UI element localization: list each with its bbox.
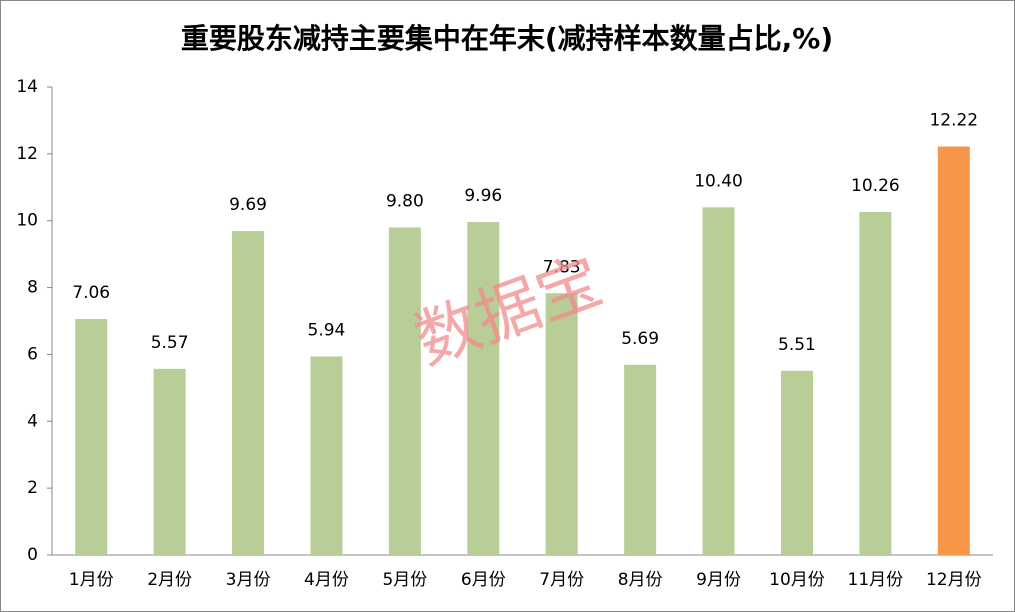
x-tick-label: 6月份 xyxy=(461,570,506,590)
x-tick-label: 1月份 xyxy=(69,570,114,590)
y-tick-label: 8 xyxy=(27,278,38,298)
bar xyxy=(859,212,892,555)
x-tick-label: 11月份 xyxy=(848,570,904,590)
bar xyxy=(780,370,813,555)
value-label: 10.26 xyxy=(851,176,900,196)
y-tick-label: 6 xyxy=(27,344,38,364)
value-label: 10.40 xyxy=(694,171,743,191)
bar xyxy=(153,368,186,555)
bar xyxy=(624,364,657,555)
x-tick-label: 3月份 xyxy=(226,570,271,590)
value-label: 9.69 xyxy=(229,195,267,215)
chart-title: 重要股东减持主要集中在年末(减持样本数量占比,%) xyxy=(181,22,833,55)
value-label: 12.22 xyxy=(929,111,978,131)
x-tick-label: 12月份 xyxy=(926,570,982,590)
x-tick-label: 5月份 xyxy=(382,570,427,590)
value-label: 5.69 xyxy=(621,329,659,349)
y-tick-label: 14 xyxy=(16,77,38,97)
y-tick-label: 12 xyxy=(16,144,38,164)
x-tick-label: 2月份 xyxy=(147,570,192,590)
value-label: 9.96 xyxy=(464,186,502,206)
bar xyxy=(232,231,265,555)
y-tick-label: 2 xyxy=(27,478,38,498)
bar xyxy=(545,293,578,555)
x-tick-label: 4月份 xyxy=(304,570,349,590)
value-label: 9.80 xyxy=(386,191,424,211)
value-label: 7.06 xyxy=(72,283,110,303)
x-tick-label: 10月份 xyxy=(769,570,825,590)
bar xyxy=(388,227,421,555)
bar xyxy=(310,356,343,555)
y-tick-label: 0 xyxy=(27,545,38,565)
value-label: 5.57 xyxy=(151,333,189,353)
value-label: 5.51 xyxy=(778,335,816,355)
y-tick-label: 4 xyxy=(27,411,38,431)
value-label: 5.94 xyxy=(308,320,346,340)
bar xyxy=(467,222,500,555)
bar xyxy=(75,318,108,555)
x-tick-label: 8月份 xyxy=(618,570,663,590)
y-tick-label: 10 xyxy=(16,211,38,231)
x-tick-label: 7月份 xyxy=(539,570,584,590)
value-label: 7.83 xyxy=(543,257,581,277)
bar xyxy=(702,207,735,556)
bar xyxy=(937,146,970,555)
x-tick-label: 9月份 xyxy=(696,570,741,590)
